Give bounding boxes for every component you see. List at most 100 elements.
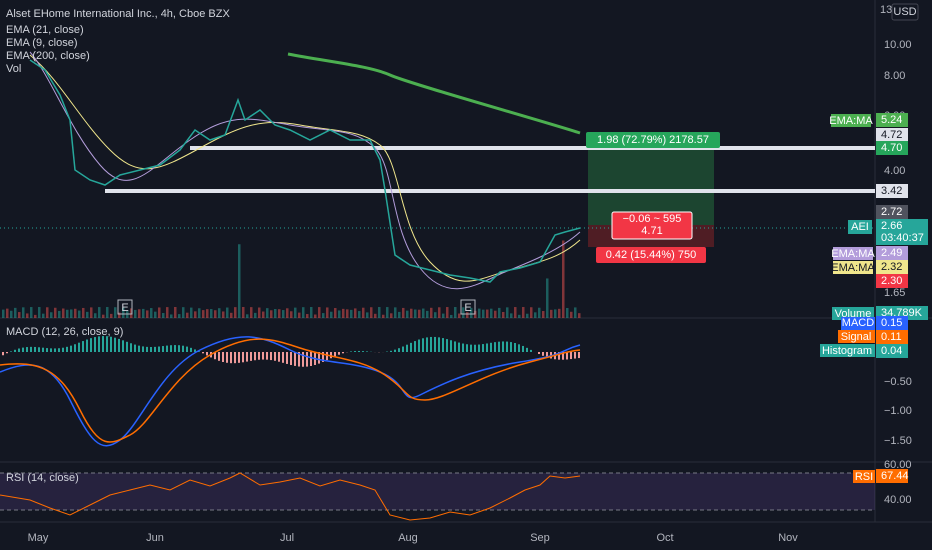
countdown: 03:40:37 xyxy=(881,232,924,244)
volume-bar xyxy=(342,308,345,318)
histogram-bar xyxy=(402,346,404,352)
volume-bar xyxy=(562,240,565,318)
tag-bg xyxy=(820,344,875,357)
volume-bar xyxy=(270,310,273,318)
volume-bar xyxy=(210,309,213,318)
volume-bar xyxy=(394,307,397,318)
histogram-bar xyxy=(54,348,56,352)
volume-bar xyxy=(214,310,217,318)
volume-bar xyxy=(222,311,225,318)
value: 0.11 xyxy=(881,331,902,343)
histogram-bar xyxy=(18,348,20,352)
indicator: Vol xyxy=(6,63,21,75)
volume-bar xyxy=(254,312,257,318)
histogram-bar xyxy=(58,348,60,352)
volume-bar xyxy=(170,314,173,318)
volume-bar xyxy=(174,307,177,318)
volume-bar xyxy=(450,314,453,318)
volume-bar xyxy=(126,311,129,318)
histogram-bar xyxy=(14,349,16,352)
volume-bar xyxy=(382,314,385,318)
histogram-bar xyxy=(138,345,140,352)
price-label: 5.24 xyxy=(881,114,902,126)
histogram-bar xyxy=(22,347,24,352)
price-label: 2.30 xyxy=(881,275,902,287)
histogram-bar xyxy=(578,352,580,359)
volume-bar xyxy=(114,307,117,318)
volume-bar xyxy=(334,308,337,318)
histogram-bar xyxy=(486,343,488,352)
volume-bar xyxy=(150,308,153,318)
histogram-bar xyxy=(362,351,364,352)
target-label-bg xyxy=(586,132,720,148)
volume-bar xyxy=(506,307,509,318)
histogram-bar xyxy=(518,344,520,352)
price-label: 34.789K xyxy=(881,307,923,319)
tag-name: Signal xyxy=(841,331,872,343)
macd-tick: −1.50 xyxy=(884,435,912,447)
histogram-bar xyxy=(102,336,104,352)
price-label-bg xyxy=(876,113,908,127)
volume-bar xyxy=(118,312,121,318)
macd-line xyxy=(0,336,581,447)
histogram-bar xyxy=(10,351,12,352)
title: Alset EHome International Inc., 4h, Cboe… xyxy=(6,8,230,20)
value: 0.04 xyxy=(881,345,902,357)
volume-bar xyxy=(362,307,365,318)
volume-bar xyxy=(302,307,305,318)
currency[interactable]: USD xyxy=(893,6,916,18)
time-tick: Jun xyxy=(146,532,164,544)
histogram-bar xyxy=(182,345,184,352)
volume-bar xyxy=(50,312,53,318)
volume-bar xyxy=(234,307,237,318)
histogram-bar xyxy=(566,352,568,360)
price-tick: 4.00 xyxy=(884,165,905,177)
histogram-bar xyxy=(510,342,512,352)
volume-bar xyxy=(6,308,9,318)
histogram-bar xyxy=(278,352,280,362)
value-bg xyxy=(876,316,908,330)
histogram-bar xyxy=(422,338,424,352)
histogram-bar xyxy=(254,352,256,361)
currency-box[interactable] xyxy=(891,3,919,21)
tag-bg xyxy=(848,220,872,234)
histogram-bar xyxy=(26,347,28,352)
histogram-bar xyxy=(354,351,356,352)
volume-bar xyxy=(82,307,85,318)
volume-bar xyxy=(186,312,189,318)
histogram-bar xyxy=(238,352,240,363)
volume-bar xyxy=(358,311,361,318)
value-bg xyxy=(876,469,908,483)
volume-bar xyxy=(74,308,77,318)
histogram-bar xyxy=(446,339,448,352)
volume-bar xyxy=(250,307,253,318)
volume-bar xyxy=(478,308,481,318)
volume-bar xyxy=(218,308,221,318)
histogram-bar xyxy=(198,351,200,352)
volume-bar xyxy=(430,307,433,318)
volume-bar xyxy=(510,313,513,318)
macd-tick: −1.00 xyxy=(884,405,912,417)
histogram-bar xyxy=(190,347,192,352)
volume-bar xyxy=(290,311,293,318)
histogram-bar xyxy=(450,340,452,352)
indicator: EMA (21, close) xyxy=(6,24,84,36)
histogram-bar xyxy=(330,352,332,359)
price-label: 3.42 xyxy=(881,185,902,197)
price-label-bg xyxy=(876,246,908,260)
earnings-marker: E xyxy=(464,302,471,314)
volume-bar xyxy=(310,307,313,318)
volume-bar xyxy=(106,307,109,318)
volume-bar xyxy=(426,310,429,318)
histogram-bar xyxy=(114,337,116,352)
histogram-bar xyxy=(322,352,324,362)
volume-bar xyxy=(322,313,325,318)
rsi-line xyxy=(0,472,581,521)
histogram-bar xyxy=(122,340,124,352)
volume-bar xyxy=(538,307,541,318)
volume-bar xyxy=(466,312,469,318)
volume-bar xyxy=(38,307,41,318)
volume-bar xyxy=(410,308,413,318)
histogram-bar xyxy=(358,350,360,352)
